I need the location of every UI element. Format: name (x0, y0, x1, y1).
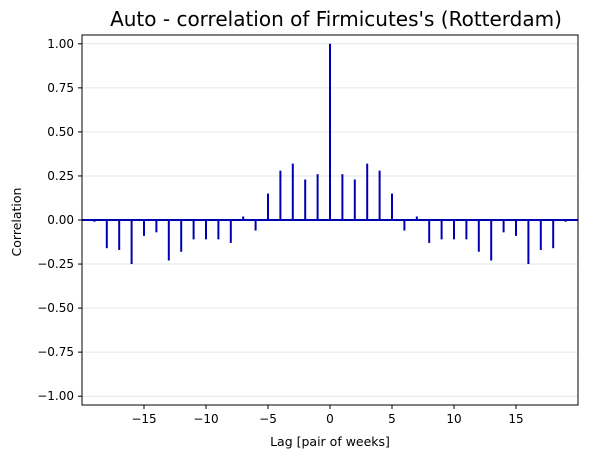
y-tick-label: 0.25 (47, 169, 74, 183)
y-tick-label: −0.75 (37, 345, 74, 359)
y-axis-ticks: −1.00 −0.75 −0.50 −0.25 0.00 0.25 0.50 0.75 1.00 (37, 37, 82, 403)
y-tick-label: −0.25 (37, 257, 74, 271)
x-tick-label: 10 (446, 412, 461, 426)
y-tick-label: −1.00 (37, 389, 74, 403)
y-tick-label: 1.00 (47, 37, 74, 51)
x-tick-label: 15 (508, 412, 523, 426)
y-tick-label: 0.00 (47, 213, 74, 227)
x-tick-label: 5 (388, 412, 396, 426)
y-tick-label: 0.75 (47, 81, 74, 95)
x-tick-label: −5 (259, 412, 277, 426)
x-tick-label: −10 (193, 412, 218, 426)
x-tick-label: −15 (131, 412, 156, 426)
chart-title: Auto - correlation of Firmicutes's (Rott… (110, 7, 562, 31)
y-tick-label: 0.50 (47, 125, 74, 139)
x-tick-label: 0 (326, 412, 334, 426)
y-tick-label: −0.50 (37, 301, 74, 315)
y-axis-label: Correlation (9, 188, 24, 257)
x-axis-label: Lag [pair of weeks] (270, 434, 390, 449)
x-axis-ticks: −15 −10 −5 0 5 10 15 (131, 405, 524, 426)
